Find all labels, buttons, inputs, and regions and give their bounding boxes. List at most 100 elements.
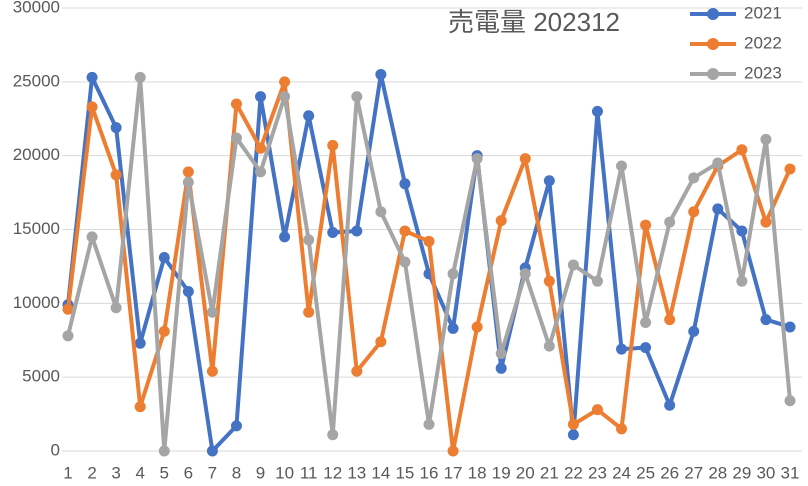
y-tick-label: 15000 — [13, 219, 60, 238]
point — [712, 157, 724, 169]
x-tick-label: 19 — [492, 463, 511, 482]
point — [664, 314, 676, 326]
point — [447, 268, 459, 280]
x-tick-label: 14 — [371, 463, 390, 482]
x-tick-label: 10 — [275, 463, 294, 482]
x-tick-label: 22 — [564, 463, 583, 482]
x-tick-label: 1 — [63, 463, 72, 482]
point — [206, 306, 218, 318]
point — [86, 71, 98, 83]
point — [423, 418, 435, 430]
x-tick-label: 8 — [232, 463, 241, 482]
point — [760, 216, 772, 228]
x-tick-label: 26 — [660, 463, 679, 482]
point — [591, 105, 603, 117]
y-tick-label: 0 — [51, 440, 60, 459]
x-tick-label: 11 — [300, 463, 318, 482]
point — [495, 215, 507, 227]
point — [495, 362, 507, 374]
point — [230, 420, 242, 432]
point — [784, 163, 796, 175]
point — [351, 225, 363, 237]
point — [375, 68, 387, 80]
point — [303, 306, 315, 318]
point — [495, 348, 507, 360]
point — [616, 160, 628, 172]
point — [86, 101, 98, 113]
x-tick-label: 17 — [444, 463, 463, 482]
y-tick-label: 20000 — [13, 145, 60, 164]
point — [399, 178, 411, 190]
point — [543, 275, 555, 287]
point — [616, 343, 628, 355]
x-tick-label: 5 — [160, 463, 169, 482]
point — [567, 429, 579, 441]
point — [736, 275, 748, 287]
point — [62, 303, 74, 315]
point — [182, 166, 194, 178]
legend-label: 2023 — [744, 63, 782, 82]
point — [158, 252, 170, 264]
legend-label: 2021 — [744, 3, 782, 22]
point — [640, 317, 652, 329]
y-tick-label: 25000 — [13, 71, 60, 90]
point — [206, 365, 218, 377]
point — [230, 132, 242, 144]
point — [543, 340, 555, 352]
point — [134, 337, 146, 349]
point — [255, 166, 267, 178]
point — [279, 91, 291, 103]
point — [158, 325, 170, 337]
legend-marker — [707, 8, 719, 20]
point — [736, 225, 748, 237]
point — [182, 286, 194, 298]
point — [760, 314, 772, 326]
x-tick-label: 28 — [708, 463, 727, 482]
point — [543, 175, 555, 187]
x-tick-label: 9 — [256, 463, 265, 482]
y-tick-label: 10000 — [13, 293, 60, 312]
point — [688, 206, 700, 218]
x-tick-label: 30 — [756, 463, 775, 482]
point — [567, 259, 579, 271]
x-tick-label: 15 — [395, 463, 414, 482]
legend-marker — [707, 38, 719, 50]
point — [591, 275, 603, 287]
point — [664, 399, 676, 411]
point — [327, 429, 339, 441]
point — [86, 231, 98, 243]
x-tick-label: 2 — [87, 463, 96, 482]
point — [447, 445, 459, 457]
x-tick-label: 16 — [420, 463, 439, 482]
point — [471, 321, 483, 333]
chart-title: 売電量 202312 — [448, 7, 620, 37]
y-tick-label: 5000 — [22, 367, 60, 386]
x-tick-label: 20 — [516, 463, 535, 482]
point — [279, 76, 291, 88]
point — [303, 110, 315, 122]
point — [519, 268, 531, 280]
point — [255, 142, 267, 154]
point — [303, 234, 315, 246]
point — [447, 322, 459, 334]
point — [640, 219, 652, 231]
point — [182, 176, 194, 188]
point — [471, 153, 483, 165]
point — [688, 325, 700, 337]
point — [255, 91, 267, 103]
point — [351, 91, 363, 103]
y-tick-label: 30000 — [13, 0, 60, 16]
point — [712, 203, 724, 215]
point — [375, 336, 387, 348]
point — [206, 445, 218, 457]
x-tick-label: 13 — [347, 463, 366, 482]
point — [664, 216, 676, 228]
point — [327, 139, 339, 151]
point — [616, 423, 628, 435]
point — [134, 401, 146, 413]
point — [640, 342, 652, 354]
point — [110, 169, 122, 181]
point — [399, 256, 411, 268]
point — [567, 418, 579, 430]
